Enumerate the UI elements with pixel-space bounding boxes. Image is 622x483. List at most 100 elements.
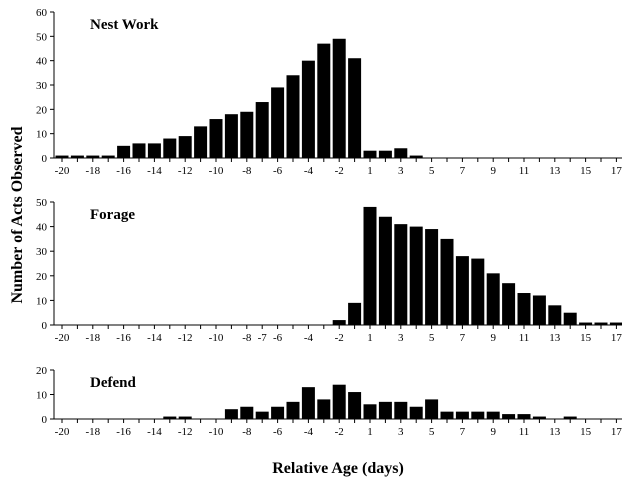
forage-bar xyxy=(348,302,362,325)
nest-work-bar xyxy=(363,150,377,158)
defend-y-tick-label: 10 xyxy=(36,390,48,402)
defend-x-tick-label: -2 xyxy=(335,426,344,438)
defend-bar xyxy=(224,409,238,419)
defend-bar xyxy=(163,416,177,419)
nest-work-bar xyxy=(132,143,146,158)
forage-x-tick-label: 15 xyxy=(580,332,592,344)
defend-x-tick-label: 3 xyxy=(398,426,404,438)
nest-work-y-tick-label: 20 xyxy=(36,104,48,116)
x-axis-title: Relative Age (days) xyxy=(272,460,404,477)
defend-bar xyxy=(332,384,346,419)
defend-x-tick-label: 9 xyxy=(490,426,496,438)
nest-work-bar xyxy=(332,38,346,159)
defend-bar xyxy=(317,399,331,419)
defend-bar xyxy=(425,399,439,419)
forage-bar xyxy=(609,322,622,325)
forage-bar xyxy=(363,206,377,325)
forage-bar xyxy=(378,216,392,325)
forage-x-tick-label: 13 xyxy=(549,332,561,344)
nest-work-x-tick-label: 3 xyxy=(398,165,404,177)
nest-work-bar xyxy=(409,155,423,158)
defend-y-tick-label: 20 xyxy=(36,365,48,377)
forage-bar xyxy=(532,295,546,325)
nest-work-y-tick-label: 50 xyxy=(36,31,48,43)
nest-work-x-tick-label: -8 xyxy=(242,165,252,177)
forage-bar xyxy=(594,322,608,325)
forage-x-tick-label: 1 xyxy=(367,332,373,344)
defend-x-tick-label: -6 xyxy=(273,426,283,438)
forage-x-tick-label: -2 xyxy=(335,332,344,344)
defend-x-tick-label: -18 xyxy=(85,426,100,438)
forage-x-tick-label: -10 xyxy=(209,332,224,344)
nest-work-x-tick-label: 13 xyxy=(549,165,561,177)
defend-bar xyxy=(532,416,546,419)
forage-panel-title: Forage xyxy=(90,207,135,223)
forage-bar xyxy=(455,256,469,325)
forage-y-tick-label: 0 xyxy=(42,320,48,332)
defend-bar xyxy=(517,414,531,419)
defend-bar xyxy=(286,401,300,419)
forage-x-tick-label: -4 xyxy=(304,332,314,344)
nest-work-panel: 0 10 20 30 40 50 60 -20 -18 -16 -14 -12 -10 -8 -6 -4 -2 1… xyxy=(36,7,622,177)
defend-x-tick-label: -14 xyxy=(147,426,162,438)
forage-y-tick-label: 50 xyxy=(36,197,48,209)
forage-bar xyxy=(579,322,593,325)
forage-bar xyxy=(425,229,439,325)
forage-x-tick-label: 5 xyxy=(429,332,435,344)
defend-x-tick-label: -20 xyxy=(55,426,70,438)
y-axis-title: Number of Acts Observed xyxy=(9,126,26,303)
nest-work-x-tick-label: 7 xyxy=(460,165,466,177)
nest-work-x-tick-label: -4 xyxy=(304,165,314,177)
defend-bar xyxy=(502,414,516,419)
forage-x-tick-label: -18 xyxy=(85,332,100,344)
forage-x-tick-label: -16 xyxy=(116,332,131,344)
nest-work-y-tick-label: 60 xyxy=(36,7,48,19)
nest-work-x-tick-label: 5 xyxy=(429,165,435,177)
nest-work-x-tick-label: -20 xyxy=(55,165,70,177)
forage-bar xyxy=(332,320,346,325)
defend-x-tick-label: -12 xyxy=(178,426,193,438)
forage-bar xyxy=(471,258,485,325)
defend-x-tick-label: 1 xyxy=(367,426,373,438)
forage-y-tick-label: 10 xyxy=(36,295,48,307)
defend-y-tick-label: 0 xyxy=(42,414,48,426)
nest-work-y-tick-label: 30 xyxy=(36,80,48,92)
nest-work-x-tick-label: 1 xyxy=(367,165,373,177)
nest-work-bar xyxy=(255,102,269,158)
defend-x-tick-label: 17 xyxy=(611,426,622,438)
forage-x-tick-label: -8 xyxy=(242,332,252,344)
defend-bar xyxy=(394,401,408,419)
forage-y-tick-label: 30 xyxy=(36,246,48,258)
nest-work-x-tick-label: 9 xyxy=(490,165,496,177)
forage-bar xyxy=(486,273,500,325)
defend-bar xyxy=(348,392,362,419)
defend-bar xyxy=(255,411,269,419)
defend-x-tick-label: 15 xyxy=(580,426,592,438)
nest-work-x-tick-label: 11 xyxy=(519,165,530,177)
forage-x-tick-label: 17 xyxy=(611,332,622,344)
nest-work-bar xyxy=(117,145,131,158)
nest-work-y-tick-label: 0 xyxy=(42,153,48,165)
nest-work-bar xyxy=(86,155,100,158)
nest-work-x-tick-label: -10 xyxy=(209,165,224,177)
defend-x-tick-label: -16 xyxy=(116,426,131,438)
forage-x-tick-label: -6 xyxy=(273,332,283,344)
forage-bar xyxy=(440,238,454,325)
nest-work-x-tick-label: 17 xyxy=(611,165,622,177)
defend-bar xyxy=(178,416,192,419)
defend-bar xyxy=(455,411,469,419)
nest-work-bar xyxy=(317,43,331,159)
defend-x-tick-label: 13 xyxy=(549,426,561,438)
forage-bar xyxy=(517,293,531,325)
nest-work-bar xyxy=(224,114,238,158)
defend-bar xyxy=(271,406,285,419)
nest-work-bar xyxy=(55,155,69,158)
defend-bar xyxy=(363,404,377,419)
forage-bar xyxy=(563,312,577,325)
nest-work-bar xyxy=(209,119,223,158)
defend-x-tick-label: 5 xyxy=(429,426,435,438)
nest-work-x-tick-label: -14 xyxy=(147,165,162,177)
